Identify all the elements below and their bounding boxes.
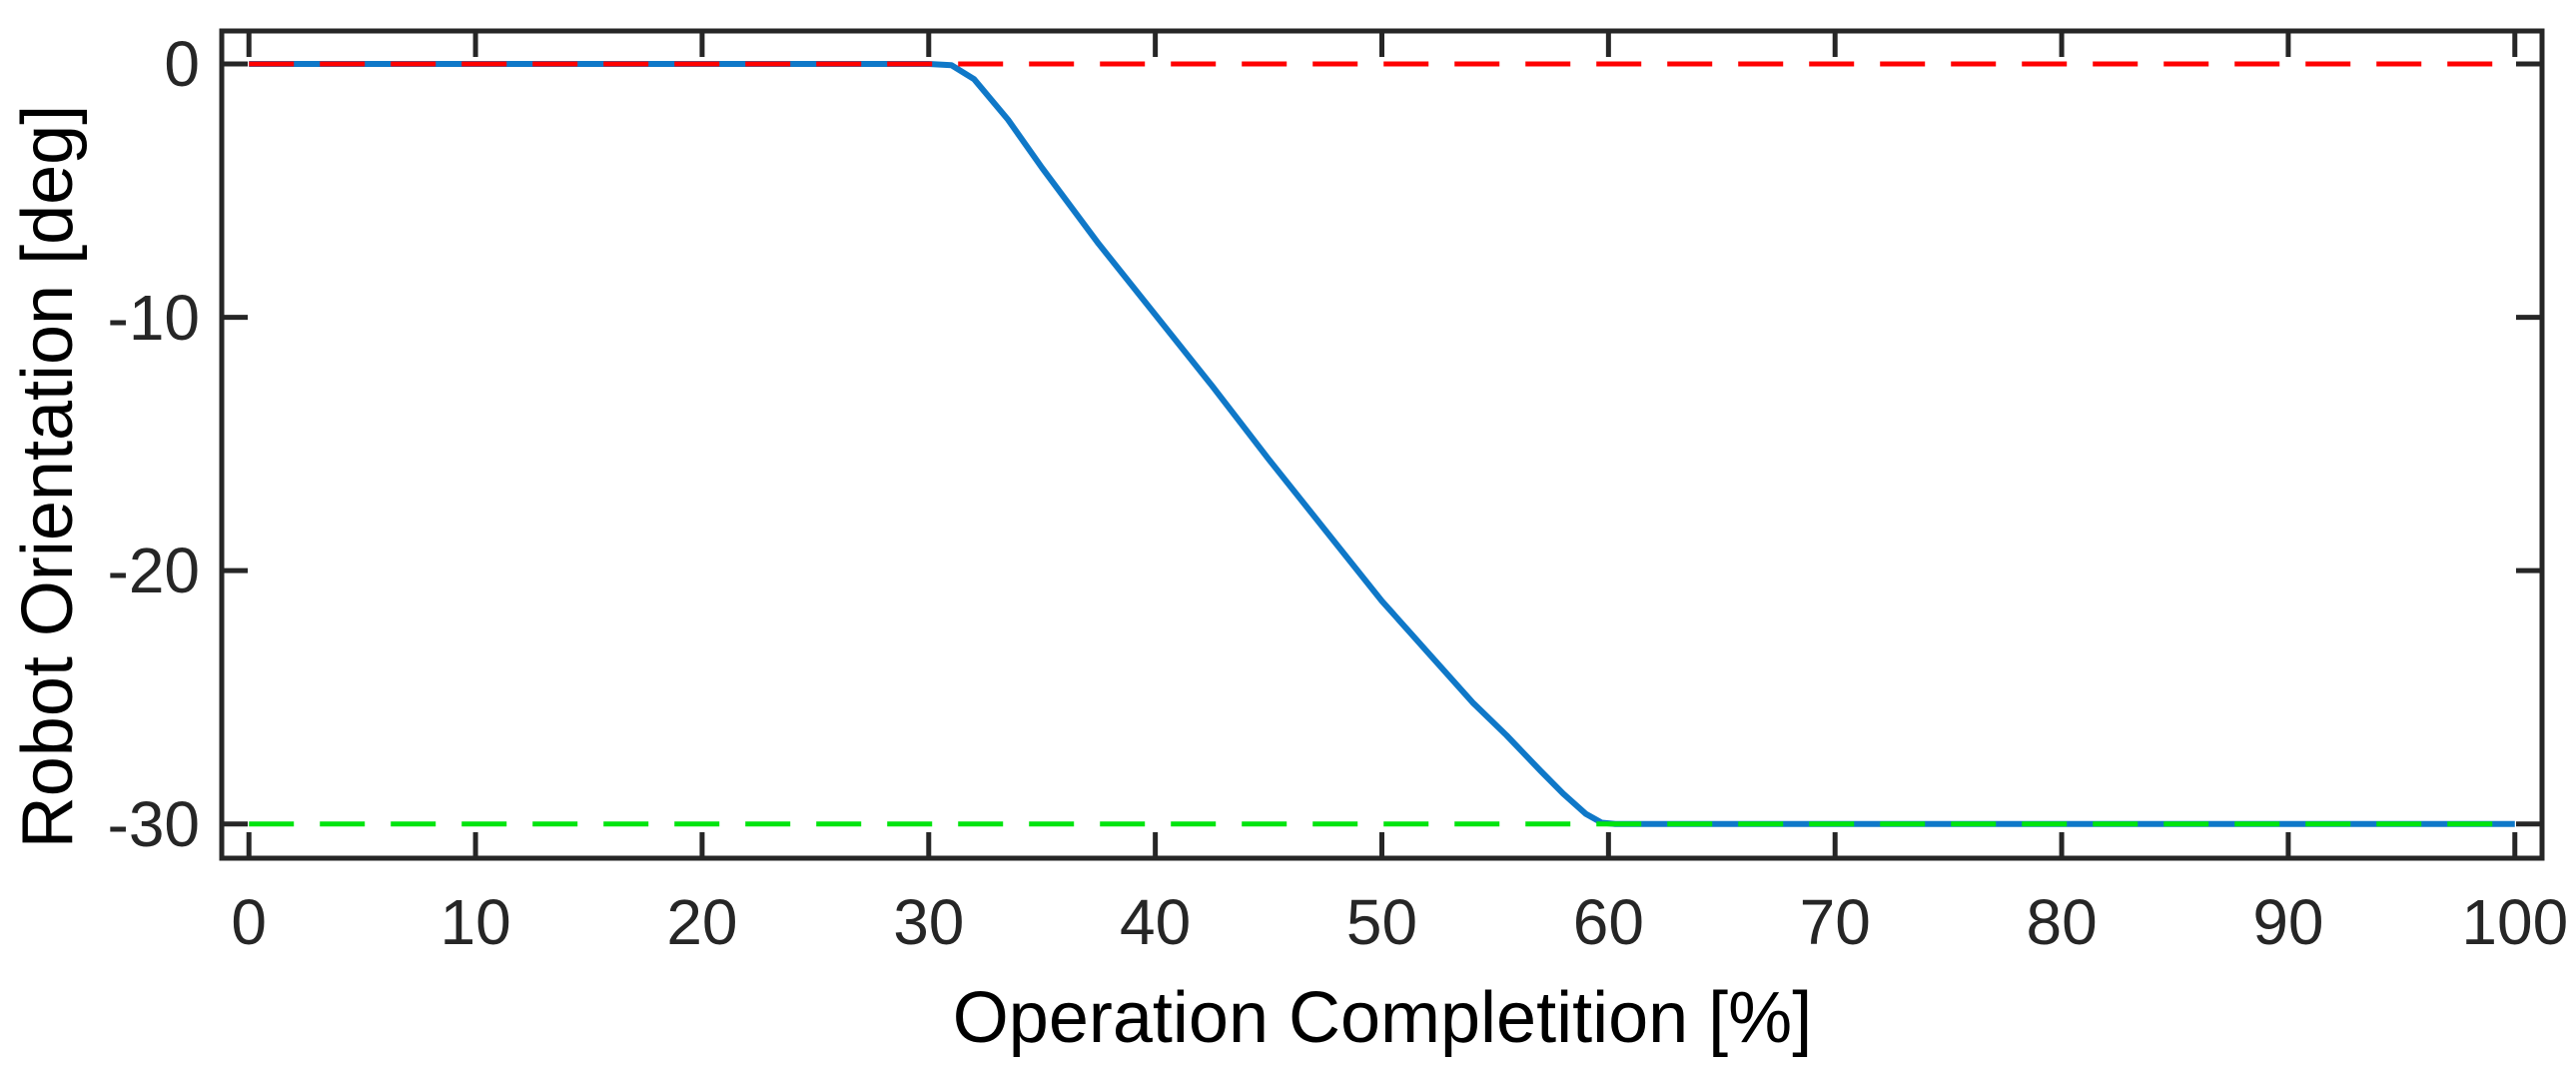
x-tick-label: 70 (1799, 886, 1871, 958)
x-tick-label: 40 (1120, 886, 1192, 958)
x-tick-label: 60 (1572, 886, 1644, 958)
x-axis-label: Operation Completition [%] (952, 978, 1813, 1058)
x-tick-label: 50 (1345, 886, 1418, 958)
series-robot-orientation-line (249, 60, 2515, 827)
axes-box (219, 28, 2545, 861)
y-tick-label: -20 (107, 535, 201, 607)
y-axis-label: Robot Orientation [deg] (8, 104, 88, 849)
x-tick-label: 0 (231, 886, 268, 958)
x-tick-label: 30 (893, 886, 965, 958)
x-tick-label: 80 (2026, 886, 2098, 958)
x-tick-label: 90 (2252, 886, 2324, 958)
x-tick-label: 100 (2461, 886, 2569, 958)
x-tick-label: 10 (439, 886, 511, 958)
x-tick-label: 20 (666, 886, 738, 958)
y-tick-label: -30 (107, 787, 201, 860)
y-tick-label: 0 (164, 27, 200, 100)
y-tick-label: -10 (107, 281, 201, 354)
